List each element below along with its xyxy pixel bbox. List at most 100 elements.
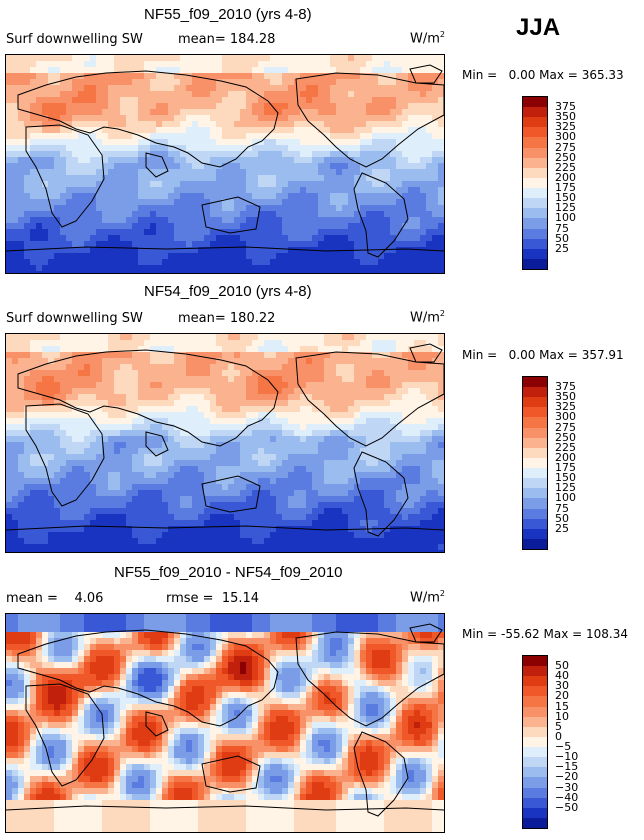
field-cell (360, 121, 367, 128)
field-cell (120, 169, 127, 176)
field-cell (414, 265, 421, 272)
field-cell (264, 388, 271, 395)
field-cell (330, 265, 337, 272)
field-cell (192, 514, 199, 521)
field-cell (384, 352, 391, 359)
field-cell (78, 181, 85, 188)
field-cell (426, 364, 433, 371)
field-cell (282, 151, 289, 158)
field-cell (252, 412, 259, 419)
field-cell (66, 127, 73, 134)
field-cell (282, 55, 289, 62)
field-cell (126, 97, 133, 104)
field-cell (408, 145, 415, 152)
field-cell (324, 121, 331, 128)
field-cell (54, 187, 61, 194)
field-cell (180, 418, 187, 425)
field-cell (114, 193, 121, 200)
field-cell (96, 436, 103, 443)
field-cell (120, 91, 127, 98)
field-cell (204, 217, 211, 224)
field-cell (180, 217, 187, 224)
field-cell (90, 97, 97, 104)
field-cell (264, 67, 271, 74)
field-cell (282, 352, 289, 359)
field-cell (372, 67, 379, 74)
field-cell (258, 163, 265, 170)
field-cell (234, 199, 241, 206)
field-cell (120, 340, 127, 347)
field-cell (252, 388, 259, 395)
field-cell (420, 211, 427, 218)
field-cell (294, 484, 301, 491)
field-cell (48, 454, 55, 461)
field-cell (294, 229, 301, 236)
field-cell (30, 394, 37, 401)
field-cell (42, 61, 49, 68)
field-cell (336, 406, 343, 413)
field-cell (24, 400, 31, 407)
field-cell (426, 346, 433, 353)
field-cell (384, 229, 391, 236)
field-cell (336, 265, 343, 272)
field-cell (24, 418, 31, 425)
field-cell (186, 364, 193, 371)
field-cell (192, 175, 199, 182)
panel-1-map-svg (6, 55, 444, 273)
field-cell (432, 352, 439, 359)
field-cell (384, 133, 391, 140)
field-cell (324, 454, 331, 461)
field-cell (12, 145, 19, 152)
field-cell (330, 241, 337, 248)
field-cell (6, 109, 13, 116)
field-cell (378, 502, 385, 509)
field-cell (60, 67, 67, 74)
field-cell (342, 370, 349, 377)
field-cell (156, 436, 163, 443)
field-cell (438, 127, 444, 134)
field-cell (24, 181, 31, 188)
field-cell (384, 406, 391, 413)
field-cell (378, 430, 385, 437)
field-cell (366, 79, 373, 86)
field-cell (342, 466, 349, 473)
field-cell (12, 400, 19, 407)
field-cell (168, 466, 175, 473)
field-cell (180, 187, 187, 194)
field-cell (210, 109, 217, 116)
field-cell (300, 85, 307, 92)
field-cell (294, 79, 301, 86)
field-cell (102, 502, 109, 509)
field-cell (330, 139, 337, 146)
field-cell (426, 478, 433, 485)
field-cell (276, 205, 283, 212)
field-cell (120, 157, 127, 164)
field-cell (246, 169, 253, 176)
field-cell (264, 496, 271, 503)
field-cell (96, 259, 103, 266)
field-cell (234, 514, 241, 521)
field-cell (102, 223, 109, 230)
field-cell (108, 145, 115, 152)
field-cell (186, 418, 193, 425)
field-cell (354, 133, 361, 140)
field-cell (276, 388, 283, 395)
field-cell (432, 175, 439, 182)
field-cell (30, 67, 37, 74)
field-cell (186, 133, 193, 140)
field-cell (150, 271, 157, 273)
field-cell (288, 109, 295, 116)
field-cell (108, 67, 115, 74)
field-cell (354, 199, 361, 206)
field-cell (420, 496, 427, 503)
field-cell (246, 442, 253, 449)
field-cell (252, 346, 259, 353)
field-cell (42, 271, 49, 273)
field-cell (186, 169, 193, 176)
field-cell (24, 259, 31, 266)
field-cell (348, 334, 355, 341)
field-cell (192, 496, 199, 503)
field-cell (312, 484, 319, 491)
field-cell (60, 472, 67, 479)
field-cell (138, 151, 145, 158)
